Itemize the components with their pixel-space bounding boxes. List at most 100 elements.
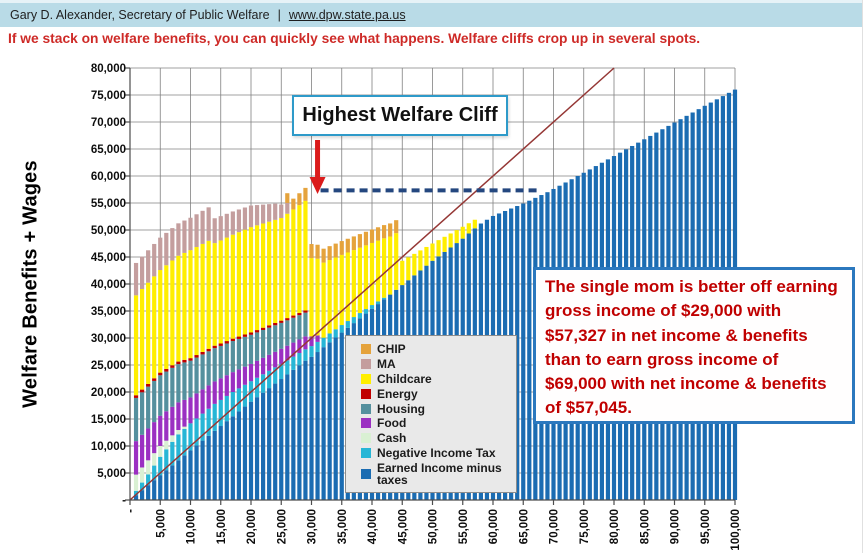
bar [297,315,302,340]
bar [345,238,350,253]
bar [339,241,344,255]
bar [261,223,266,328]
bar [176,434,181,461]
bar [267,221,272,326]
bar [303,360,308,500]
bar [176,364,181,403]
bar [236,232,241,337]
bar [212,243,217,346]
bar [242,406,248,500]
bar [140,434,145,468]
legend-swatch-cash [361,433,371,444]
legend-label: Childcare [377,371,432,386]
bar [224,341,229,344]
bar [133,474,139,491]
bar [363,245,369,310]
bar [254,205,260,226]
dpw-link[interactable]: www.dpw.state.pa.us [288,8,406,22]
y-axis-tick-label: 70,000 [91,117,126,129]
bar [152,378,157,381]
cliff-callout-label: Highest Welfare Cliff [302,104,498,126]
bar [224,375,229,396]
bar [212,218,217,244]
bar [327,342,332,500]
bar [273,383,278,500]
bar [230,392,235,417]
y-axis-tick-label: 60,000 [91,171,126,183]
bar [382,297,387,300]
y-axis-tick-label: 65,000 [91,144,126,156]
axes [125,67,736,505]
bar [176,430,181,435]
bar [152,480,157,500]
legend-label: Food [377,416,407,431]
bar [273,219,278,323]
bar [140,389,145,393]
series-food [133,335,320,475]
bar [242,336,248,367]
bar [146,386,151,429]
y-axis-tick-label: 75,000 [91,90,126,102]
bar [212,348,217,382]
header-bar: Gary D. Alexander, Secretary of Public W… [0,0,862,27]
bar [230,211,235,235]
bar [327,333,332,343]
x-axis-tick-label: 30,000 [307,509,319,544]
bar [291,356,296,370]
y-axis-tick-label: 50,000 [91,225,126,237]
bar [182,220,187,253]
x-axis-tick-label: 85,000 [639,509,651,544]
bar [351,250,356,318]
bar [236,338,241,370]
bar [158,372,163,376]
bar [224,237,229,342]
bar [375,227,381,241]
legend-label: Cash [377,431,407,446]
x-axis-tick-label: 55,000 [458,509,470,544]
legend-item-ma: MA [361,358,510,370]
bar [321,262,326,338]
secretary-title: Gary D. Alexander, Secretary of Public W… [10,8,270,22]
bar [230,234,235,339]
bar [388,223,393,237]
bar [146,474,151,486]
bar [327,246,332,261]
bar [158,475,163,500]
bar [164,470,169,500]
bar [140,256,145,290]
bar [303,312,308,337]
legend-item-chip: CHIP [361,343,510,355]
x-axis-tick-label: 95,000 [700,509,712,544]
bar [315,244,320,259]
legend-item-food: Food [361,417,510,429]
x-axis-tick-label: 20,000 [246,509,258,544]
bar [188,423,193,451]
bar [224,343,229,376]
bar [206,385,211,409]
bar [206,207,211,241]
bar [442,236,447,252]
bar [170,406,175,436]
bar [140,289,145,390]
bar [146,485,151,500]
gross-income-diagonal-line [129,67,615,501]
bar [309,244,314,259]
legend-swatch-childcare [361,373,371,384]
bar [200,389,205,414]
bar [206,240,211,349]
x-axis-tick-label: 40,000 [367,509,379,544]
bar [333,243,338,258]
y-axis-tick-label: 25,000 [91,360,126,372]
y-axis-tick-label: 5,000 [97,468,126,480]
legend-swatch-housing [361,403,371,414]
bar [182,455,187,500]
y-axis-tick-label: 80,000 [91,63,126,75]
bar [297,313,302,316]
bar [200,243,205,352]
bar [194,418,199,446]
bar [170,435,175,442]
bar [339,332,344,500]
bar [394,220,399,234]
x-axis-tick-label: 35,000 [337,509,349,544]
bar [182,359,187,363]
